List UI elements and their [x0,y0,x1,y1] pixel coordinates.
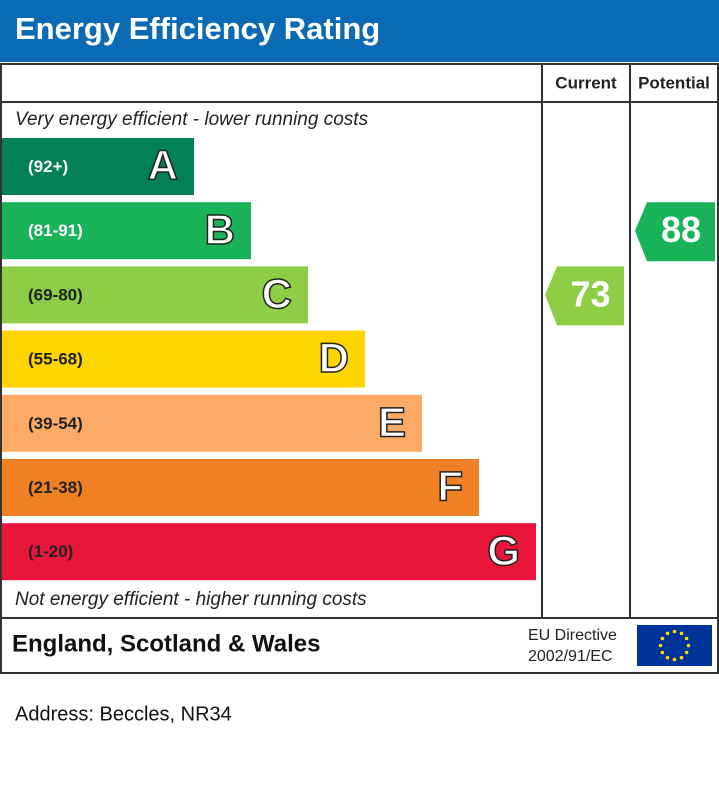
band-bar [2,138,194,195]
star [672,629,677,634]
rating-value: 88 [661,209,701,250]
star [686,643,691,648]
star [658,643,663,648]
star [679,655,684,660]
band-range: (55-68) [28,350,83,369]
band-bar [2,266,308,324]
column-header: Current [555,73,617,92]
star [660,636,665,641]
band-bar [2,202,251,260]
directive: 2002/91/EC [528,648,613,665]
title-bar [0,0,719,62]
address: Address: Beccles, NR34 [15,703,232,725]
footer-frame [0,617,719,674]
eu-stars [658,629,691,662]
star [672,657,677,662]
band-letter: E [378,398,406,445]
band-range: (69-80) [28,285,83,304]
star [679,631,684,636]
band-bar [2,459,479,516]
band-letter: C [262,270,292,317]
band-letter: A [148,142,178,189]
star [665,631,670,636]
note: Very energy efficient - lower running co… [15,109,369,130]
band-range: (92+) [28,157,68,176]
band-letter: G [487,527,520,574]
band-range: (1-20) [28,542,73,561]
band-letter: F [437,463,463,510]
band-bar [2,523,536,581]
directive: EU Directive [528,627,617,644]
title: Energy Efficiency Rating [15,11,380,46]
column-header: Potential [638,73,710,92]
band-range: (21-38) [28,478,83,497]
star [660,650,665,655]
band-letter: D [319,334,349,381]
note: Not energy efficient - higher running co… [15,589,367,610]
band-range: (39-54) [28,414,83,433]
star [665,655,670,660]
star [684,636,689,641]
star [684,650,689,655]
band-bar [2,330,365,388]
band-bar [2,394,422,452]
band-range: (81-91) [28,221,83,240]
rating-value: 73 [570,273,610,314]
rating-arrow [545,266,624,326]
region: England, Scotland & Wales [12,630,320,657]
band-letter: B [205,206,235,253]
rating-arrow [635,202,715,262]
